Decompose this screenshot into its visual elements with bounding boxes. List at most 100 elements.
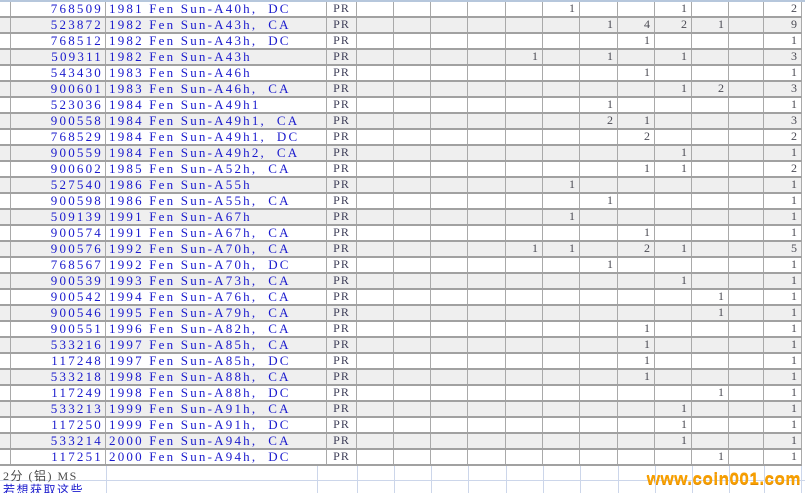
- cert-number-link[interactable]: 117251: [11, 450, 106, 464]
- cert-number-link[interactable]: 523036: [11, 98, 106, 112]
- grade-count-cell: [506, 98, 543, 112]
- grade-count-cell: [431, 306, 468, 320]
- coin-description-link[interactable]: 1985 Fen Sun-A52h, CA: [106, 162, 327, 176]
- coin-description-link[interactable]: 1983 Fen Sun-A46h, CA: [106, 82, 327, 96]
- pr-designation: PR: [327, 50, 357, 64]
- grade-count-cell: [394, 434, 431, 448]
- grade-count-cell: [729, 82, 764, 96]
- cert-number-link[interactable]: 900601: [11, 82, 106, 96]
- cert-number-link[interactable]: 117249: [11, 386, 106, 400]
- grade-count-cell: [692, 66, 729, 80]
- coin-description-link[interactable]: 1986 Fen Sun-A55h: [106, 178, 327, 192]
- grade-count-cell: [431, 178, 468, 192]
- grade-count-cell: [357, 50, 394, 64]
- cert-number-link[interactable]: 900546: [11, 306, 106, 320]
- grade-count-cell: [729, 194, 764, 208]
- coin-description-link[interactable]: 1984 Fen Sun-A49h1, CA: [106, 114, 327, 128]
- grade-count-cell: [543, 370, 580, 384]
- grade-count-cell: [580, 418, 618, 432]
- coin-description-link[interactable]: 2000 Fen Sun-A94h, CA: [106, 434, 327, 448]
- cert-number-link[interactable]: 900542: [11, 290, 106, 304]
- total-count-cell: 3: [764, 50, 802, 64]
- grid-line-v: [618, 466, 619, 493]
- coin-description-link[interactable]: 1999 Fen Sun-A91h, DC: [106, 418, 327, 432]
- cert-number-link[interactable]: 509311: [11, 50, 106, 64]
- cert-number-link[interactable]: 768509: [11, 2, 106, 16]
- grade-count-cell: [468, 370, 506, 384]
- coin-description-link[interactable]: 1982 Fen Sun-A43h: [106, 50, 327, 64]
- grade-count-cell: [729, 146, 764, 160]
- cert-number-link[interactable]: 117250: [11, 418, 106, 432]
- coin-description-link[interactable]: 1986 Fen Sun-A55h, CA: [106, 194, 327, 208]
- grade-count-cell: [506, 34, 543, 48]
- grade-count-cell: [729, 18, 764, 32]
- coin-description-link[interactable]: 1984 Fen Sun-A49h1, DC: [106, 130, 327, 144]
- cert-number-link[interactable]: 533213: [11, 402, 106, 416]
- table-row: 523036 1984 Fen Sun-A49h1 PR 1 1: [0, 98, 802, 114]
- cert-number-link[interactable]: 900598: [11, 194, 106, 208]
- cert-number-link[interactable]: 117248: [11, 354, 106, 368]
- total-count-cell: 1: [764, 338, 802, 352]
- grade-count-cell: [357, 274, 394, 288]
- header-bottom-edge: [0, 0, 805, 2]
- cert-number-link[interactable]: 900602: [11, 162, 106, 176]
- cert-number-link[interactable]: 768567: [11, 258, 106, 272]
- footer-link[interactable]: 若想获取这些: [3, 483, 85, 493]
- pr-designation: PR: [327, 82, 357, 96]
- cert-number-link[interactable]: 533218: [11, 370, 106, 384]
- grade-count-cell: 1: [655, 402, 692, 416]
- coin-description-link[interactable]: 1981 Fen Sun-A40h, DC: [106, 2, 327, 16]
- grid-line-v: [692, 466, 693, 493]
- cert-number-link[interactable]: 533216: [11, 338, 106, 352]
- coin-description-link[interactable]: 1982 Fen Sun-A43h, DC: [106, 34, 327, 48]
- coin-description-link[interactable]: 1998 Fen Sun-A88h, DC: [106, 386, 327, 400]
- grade-count-cell: [729, 2, 764, 16]
- cert-number-link[interactable]: 900576: [11, 242, 106, 256]
- grade-count-cell: [580, 386, 618, 400]
- coin-description-link[interactable]: 1983 Fen Sun-A46h: [106, 66, 327, 80]
- grade-count-cell: [692, 210, 729, 224]
- coin-description-link[interactable]: 1992 Fen Sun-A70h, CA: [106, 242, 327, 256]
- cert-number-link[interactable]: 543430: [11, 66, 106, 80]
- coin-description-link[interactable]: 1991 Fen Sun-A67h: [106, 210, 327, 224]
- coin-description-link[interactable]: 1984 Fen Sun-A49h2, CA: [106, 146, 327, 160]
- row-margin-cell: [0, 162, 11, 176]
- grade-count-cell: [394, 306, 431, 320]
- cert-number-link[interactable]: 523872: [11, 18, 106, 32]
- coin-description-link[interactable]: 1992 Fen Sun-A70h, DC: [106, 258, 327, 272]
- grade-count-cell: [468, 130, 506, 144]
- grade-count-cell: [618, 178, 655, 192]
- grade-count-cell: [618, 194, 655, 208]
- grade-count-cell: [580, 306, 618, 320]
- coin-description-link[interactable]: 1998 Fen Sun-A88h, CA: [106, 370, 327, 384]
- grade-count-cell: [543, 146, 580, 160]
- cert-number-link[interactable]: 900558: [11, 114, 106, 128]
- grade-count-cell: [506, 370, 543, 384]
- coin-description-link[interactable]: 1995 Fen Sun-A79h, CA: [106, 306, 327, 320]
- cert-number-link[interactable]: 900539: [11, 274, 106, 288]
- grade-count-cell: [431, 402, 468, 416]
- cert-number-link[interactable]: 900559: [11, 146, 106, 160]
- cert-number-link[interactable]: 900551: [11, 322, 106, 336]
- row-margin-cell: [0, 194, 11, 208]
- grade-count-cell: [506, 146, 543, 160]
- coin-description-link[interactable]: 1996 Fen Sun-A82h, CA: [106, 322, 327, 336]
- coin-description-link[interactable]: 1982 Fen Sun-A43h, CA: [106, 18, 327, 32]
- coin-description-link[interactable]: 2000 Fen Sun-A94h, DC: [106, 450, 327, 464]
- total-count-cell: 2: [764, 2, 802, 16]
- coin-description-link[interactable]: 1993 Fen Sun-A73h, CA: [106, 274, 327, 288]
- coin-description-link[interactable]: 1991 Fen Sun-A67h, CA: [106, 226, 327, 240]
- grade-count-cell: [692, 338, 729, 352]
- cert-number-link[interactable]: 768529: [11, 130, 106, 144]
- cert-number-link[interactable]: 533214: [11, 434, 106, 448]
- coin-description-link[interactable]: 1997 Fen Sun-A85h, CA: [106, 338, 327, 352]
- cert-number-link[interactable]: 509139: [11, 210, 106, 224]
- coin-description-link[interactable]: 1994 Fen Sun-A76h, CA: [106, 290, 327, 304]
- cert-number-link[interactable]: 527540: [11, 178, 106, 192]
- cert-number-link[interactable]: 900574: [11, 226, 106, 240]
- coin-description-link[interactable]: 1999 Fen Sun-A91h, CA: [106, 402, 327, 416]
- coin-description-link[interactable]: 1997 Fen Sun-A85h, DC: [106, 354, 327, 368]
- coin-description-link[interactable]: 1984 Fen Sun-A49h1: [106, 98, 327, 112]
- cert-number-link[interactable]: 768512: [11, 34, 106, 48]
- grade-count-cell: [431, 98, 468, 112]
